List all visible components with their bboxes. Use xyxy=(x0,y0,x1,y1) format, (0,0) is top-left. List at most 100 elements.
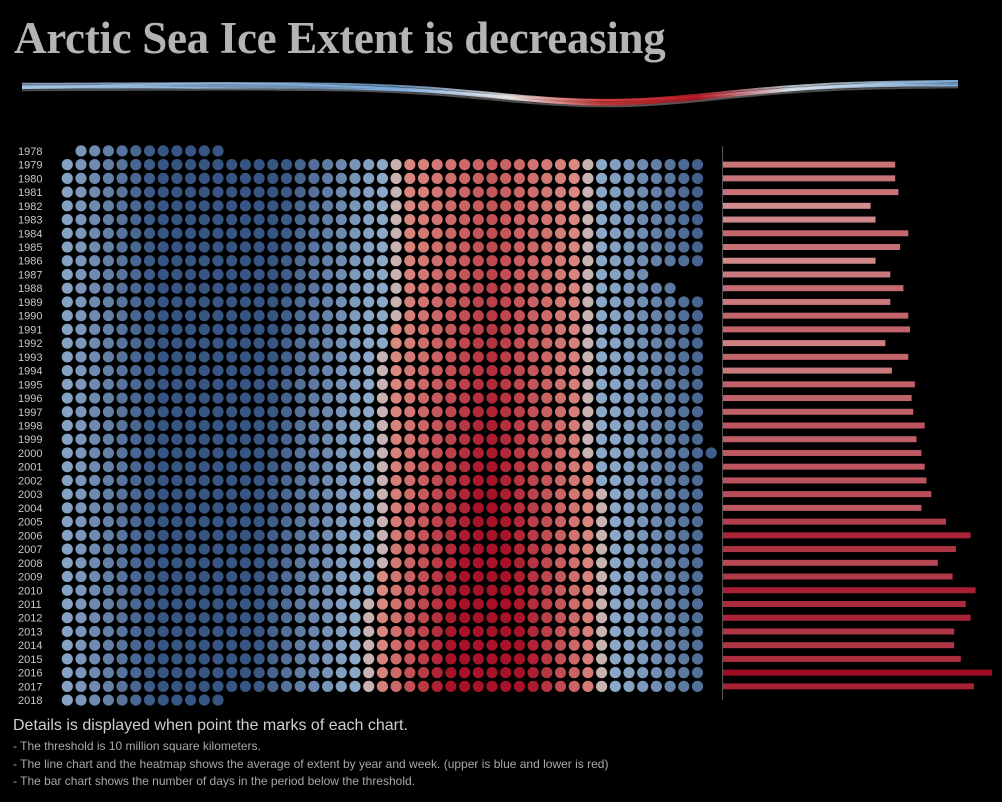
heatmap-cell[interactable] xyxy=(513,639,526,651)
heatmap-cell[interactable] xyxy=(226,213,238,226)
heatmap-cell[interactable] xyxy=(267,598,279,610)
heatmap-cell[interactable] xyxy=(61,461,73,473)
heatmap-cell[interactable] xyxy=(568,337,580,349)
heatmap-cell[interactable] xyxy=(623,200,635,212)
heatmap-cell[interactable] xyxy=(582,516,594,528)
heatmap-cell[interactable] xyxy=(459,255,471,267)
heatmap-cell[interactable] xyxy=(75,625,87,638)
heatmap-cell[interactable] xyxy=(376,502,388,514)
heatmap-cell[interactable] xyxy=(376,213,388,226)
heatmap-cell[interactable] xyxy=(253,282,265,294)
heatmap-cell[interactable] xyxy=(486,406,498,418)
heatmap-cell[interactable] xyxy=(130,337,142,349)
heatmap-cell[interactable] xyxy=(349,337,361,349)
heatmap-cell[interactable] xyxy=(623,625,635,638)
heatmap-cell[interactable] xyxy=(322,323,334,335)
heatmap-cell[interactable] xyxy=(226,680,238,692)
heatmap-cell[interactable] xyxy=(171,694,183,706)
extent-trend-line[interactable] xyxy=(21,84,959,107)
heatmap-cell[interactable] xyxy=(527,557,539,569)
heatmap-cell[interactable] xyxy=(417,392,430,404)
heatmap-cell[interactable] xyxy=(664,282,676,294)
heatmap-cell[interactable] xyxy=(157,255,169,267)
heatmap-cell[interactable] xyxy=(459,406,471,418)
heatmap-cell[interactable] xyxy=(171,159,183,171)
heatmap-cell[interactable] xyxy=(226,447,238,459)
heatmap-cell[interactable] xyxy=(678,364,690,377)
heatmap-cell[interactable] xyxy=(102,488,114,500)
heatmap-cell[interactable] xyxy=(596,502,608,514)
heatmap-cell[interactable] xyxy=(198,529,210,541)
heatmap-cell[interactable] xyxy=(404,584,416,596)
heatmap-cell[interactable] xyxy=(239,392,251,404)
heatmap-cell[interactable] xyxy=(294,213,306,226)
heatmap-cell[interactable] xyxy=(691,570,704,583)
heatmap-cell[interactable] xyxy=(431,296,443,308)
heatmap-cell[interactable] xyxy=(308,653,320,665)
heatmap-cell[interactable] xyxy=(171,227,183,239)
heatmap-cell[interactable] xyxy=(404,461,416,473)
heatmap-cell[interactable] xyxy=(472,213,484,226)
heatmap-cell[interactable] xyxy=(253,268,265,281)
heatmap-cell[interactable] xyxy=(650,433,663,445)
heatmap-cell[interactable] xyxy=(664,296,676,308)
heatmap-cell[interactable] xyxy=(609,268,621,281)
heatmap-cell[interactable] xyxy=(322,584,334,596)
heatmap-cell[interactable] xyxy=(486,351,498,363)
heatmap-cell[interactable] xyxy=(527,364,539,377)
heatmap-cell[interactable] xyxy=(226,419,238,432)
heatmap-cell[interactable] xyxy=(513,529,526,541)
heatmap-cell[interactable] xyxy=(130,351,142,363)
heatmap-cell[interactable] xyxy=(143,639,156,651)
heatmap-cell[interactable] xyxy=(691,516,704,528)
heatmap-cell[interactable] xyxy=(582,406,594,418)
heatmap-cell[interactable] xyxy=(212,268,224,281)
heatmap-cell[interactable] xyxy=(102,364,114,377)
heatmap-cell[interactable] xyxy=(417,557,430,569)
heatmap-cell[interactable] xyxy=(61,488,73,500)
heatmap-cell[interactable] xyxy=(89,172,101,184)
heatmap-cell[interactable] xyxy=(623,296,635,308)
heatmap-cell[interactable] xyxy=(280,172,293,184)
heatmap-cell[interactable] xyxy=(596,612,608,624)
heatmap-cell[interactable] xyxy=(89,406,101,418)
heatmap-cell[interactable] xyxy=(102,255,114,267)
heatmap-cell[interactable] xyxy=(280,200,293,212)
heatmap-cell[interactable] xyxy=(568,378,580,390)
heatmap-cell[interactable] xyxy=(582,241,594,253)
heatmap-cell[interactable] xyxy=(596,639,608,651)
heatmap-cell[interactable] xyxy=(226,186,238,198)
heatmap-cell[interactable] xyxy=(143,461,156,473)
heatmap-cell[interactable] xyxy=(253,337,265,349)
heatmap-cell[interactable] xyxy=(472,159,484,171)
heatmap-cell[interactable] xyxy=(417,323,430,335)
heatmap-cell[interactable] xyxy=(130,268,142,281)
heatmap-cell[interactable] xyxy=(637,612,649,624)
heatmap-cell[interactable] xyxy=(664,570,676,583)
heatmap-cell[interactable] xyxy=(349,680,361,692)
heatmap-cell[interactable] xyxy=(541,419,553,432)
heatmap-cell[interactable] xyxy=(527,200,539,212)
heatmap-cell[interactable] xyxy=(472,186,484,198)
heatmap-cell[interactable] xyxy=(637,625,649,638)
bar-days-below-threshold[interactable] xyxy=(723,449,922,456)
heatmap-cell[interactable] xyxy=(89,570,101,583)
heatmap-cell[interactable] xyxy=(75,406,87,418)
heatmap-cell[interactable] xyxy=(445,310,457,322)
heatmap-cell[interactable] xyxy=(623,488,635,500)
heatmap-cell[interactable] xyxy=(568,598,580,610)
heatmap-cell[interactable] xyxy=(239,680,251,692)
heatmap-cell[interactable] xyxy=(143,282,156,294)
heatmap-cell[interactable] xyxy=(691,584,704,596)
heatmap-cell[interactable] xyxy=(171,488,183,500)
heatmap-cell[interactable] xyxy=(198,159,210,171)
heatmap-cell[interactable] xyxy=(61,584,73,596)
heatmap-cell[interactable] xyxy=(267,667,279,679)
heatmap-cell[interactable] xyxy=(637,296,649,308)
heatmap-cell[interactable] xyxy=(513,461,526,473)
heatmap-cell[interactable] xyxy=(486,625,498,638)
heatmap-cell[interactable] xyxy=(212,488,224,500)
heatmap-cell[interactable] xyxy=(554,392,567,404)
heatmap-cell[interactable] xyxy=(226,612,238,624)
heatmap-cell[interactable] xyxy=(267,268,279,281)
